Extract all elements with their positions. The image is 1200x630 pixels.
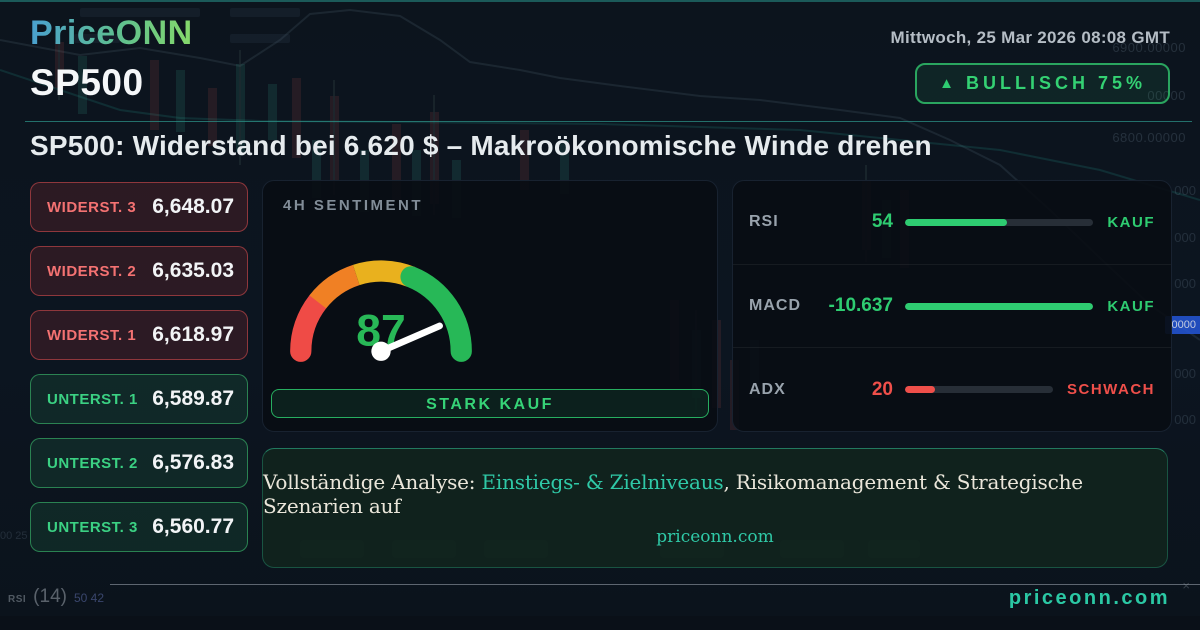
bg-left-fragment: 00 25 — [0, 530, 28, 542]
bg-pane-divider — [110, 584, 1200, 585]
badge-label: BULLISCH 75% — [965, 72, 1146, 93]
bg-axis-fragment: 000 — [1174, 183, 1196, 198]
indicators-panel: RSI 54 KAUF MACD -10.637 KAUF ADX 20 SCH… — [732, 180, 1172, 432]
sentiment-panel-title: 4H SENTIMENT — [283, 197, 424, 214]
brand-logo: PriceONN — [30, 14, 193, 52]
titlebar: SP500 ▲ BULLISCH 75% — [30, 62, 1170, 104]
rsi-progress-bar — [905, 218, 1094, 226]
sentiment-panel: 4H SENTIMENT 87 STARK KAUF — [262, 180, 718, 432]
cta-prefix: Vollständige Analyse: — [263, 469, 482, 494]
resistance-level-2: WIDERST. 2 6,635.03 — [30, 246, 248, 296]
support-level-2: UNTERST. 2 6,576.83 — [30, 438, 248, 488]
bg-close-glyph: × — [1182, 578, 1190, 593]
cta-highlight-link[interactable]: Einstiegs- & Zielniveaus — [481, 469, 724, 494]
rsi-signal: KAUF — [1107, 213, 1155, 231]
indicator-row-rsi: RSI 54 KAUF — [749, 211, 1155, 233]
sentiment-gauge: 87 — [290, 260, 472, 362]
cta-panel: Vollständige Analyse: Einstiegs- & Zieln… — [262, 448, 1168, 568]
cta-site-link[interactable]: priceonn.com — [656, 526, 774, 547]
bottom-strip — [0, 616, 1200, 630]
adx-progress-bar — [905, 386, 1053, 394]
bg-rsi-indicator-label: RSI (14) 50 42 — [8, 586, 104, 607]
footer-site-link[interactable]: priceonn.com — [1008, 587, 1170, 609]
topbar: PriceONN Mittwoch, 25 Mar 2026 08:08 GMT — [30, 14, 1170, 53]
indicator-row-macd: MACD -10.637 KAUF — [733, 263, 1171, 348]
bg-price-tag: 0000 — [1164, 316, 1200, 334]
sentiment-action-button[interactable]: STARK KAUF — [271, 389, 709, 418]
bg-axis-fragment: 000 — [1174, 366, 1196, 381]
bg-axis-fragment: 000 — [1174, 276, 1196, 291]
cta-text: Vollständige Analyse: Einstiegs- & Zieln… — [263, 470, 1167, 518]
support-level-3: UNTERST. 3 6,560.77 — [30, 502, 248, 552]
bg-axis-label: 6800.00000 — [1112, 130, 1186, 145]
levels-column: WIDERST. 3 6,648.07 WIDERST. 2 6,635.03 … — [30, 182, 248, 566]
bg-axis-label: 6900.00000 — [1112, 40, 1186, 55]
sentiment-badge: ▲ BULLISCH 75% — [915, 62, 1170, 104]
symbol-title: SP500 — [30, 62, 144, 103]
bg-axis-fragment: 000 — [1174, 230, 1196, 245]
resistance-level-3: WIDERST. 3 6,648.07 — [30, 182, 248, 232]
macd-progress-bar — [905, 302, 1094, 310]
gauge-pivot — [371, 341, 391, 361]
bg-axis-fragment: 000 — [1174, 412, 1196, 427]
gauge-needle — [377, 322, 443, 355]
resistance-level-1: WIDERST. 1 6,618.97 — [30, 310, 248, 360]
adx-signal: SCHWACH — [1067, 381, 1155, 399]
indicator-row-adx: ADX 20 SCHWACH — [733, 347, 1171, 431]
headline: SP500: Widerstand bei 6.620 $ – Makroöko… — [30, 130, 932, 161]
header-divider — [25, 121, 1192, 122]
datetime-label: Mittwoch, 25 Mar 2026 08:08 GMT — [890, 28, 1170, 47]
macd-signal: KAUF — [1107, 297, 1155, 315]
support-level-1: UNTERST. 1 6,589.87 — [30, 374, 248, 424]
triangle-up-icon: ▲ — [939, 74, 954, 92]
cta-suffix: , Risikomanagement & Strategische Szenar… — [263, 469, 1083, 518]
